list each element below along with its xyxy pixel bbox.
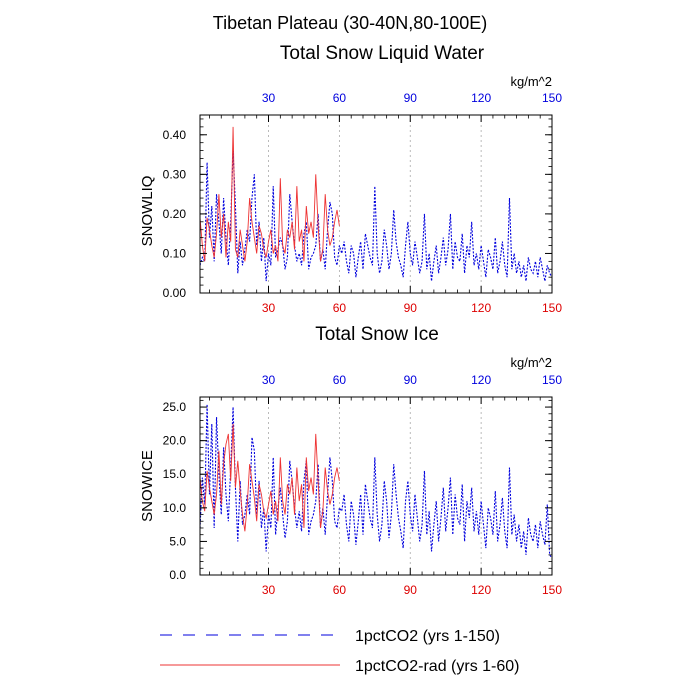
series-line-1pctco2 (199, 150, 553, 282)
x-tick-label: 90 (404, 583, 418, 597)
series-line-1pctco2-rad (199, 423, 340, 532)
x-tick-label-top: 60 (333, 373, 347, 387)
panel-title: Total Snow Liquid Water (280, 43, 485, 64)
y-axis-label: SNOWLIQ (139, 176, 156, 247)
legend: 1pctCO2 (yrs 1-150) 1pctCO2-rad (yrs 1-6… (160, 628, 520, 675)
y-tick-label: 0.10 (163, 246, 187, 260)
legend-label-1pctco2-rad: 1pctCO2-rad (yrs 1-60) (355, 658, 520, 675)
series-line-1pctco2-rad (199, 126, 340, 262)
y-tick-label: 0.30 (163, 167, 187, 181)
y-tick-label: 0.20 (163, 207, 187, 221)
x-tick-label: 90 (404, 301, 418, 315)
y-axis-label: SNOWICE (139, 450, 156, 522)
plot-frame (199, 114, 553, 294)
y-tick-label: 20.0 (163, 434, 187, 448)
x-tick-label: 150 (542, 583, 562, 597)
x-tick-label-top: 150 (542, 373, 562, 387)
x-tick-label-top: 150 (542, 91, 562, 105)
x-tick-label-top: 30 (262, 373, 276, 387)
legend-label-1pctco2: 1pctCO2 (yrs 1-150) (355, 628, 500, 645)
x-tick-label-top: 120 (471, 91, 491, 105)
x-tick-label: 60 (333, 583, 347, 597)
x-tick-label-top: 120 (471, 373, 491, 387)
x-tick-label-top: 90 (404, 91, 418, 105)
x-tick-label: 120 (471, 583, 491, 597)
x-tick-label: 150 (542, 301, 562, 315)
y-tick-label: 25.0 (163, 400, 187, 414)
x-tick-label: 30 (262, 301, 276, 315)
y-tick-label: 0.40 (163, 128, 187, 142)
panel-snowliq: Total Snow Liquid Water kg/m^2 SNOWLIQ 3… (139, 43, 562, 315)
x-tick-label-top: 30 (262, 91, 276, 105)
units-label: kg/m^2 (510, 74, 552, 89)
x-tick-label: 60 (333, 301, 347, 315)
x-tick-label: 120 (471, 301, 491, 315)
x-tick-label-top: 90 (404, 373, 418, 387)
series-line-1pctco2 (199, 404, 553, 559)
panel-title: Total Snow Ice (315, 324, 439, 345)
x-tick-label: 30 (262, 583, 276, 597)
plot-frame (199, 396, 553, 576)
panel-snowice: Total Snow Ice kg/m^2 SNOWICE 30 30 60 60 90… (139, 324, 562, 597)
x-tick-label-top: 60 (333, 91, 347, 105)
units-label: kg/m^2 (510, 355, 552, 370)
figure-supertitle: Tibetan Plateau (30-40N,80-100E) (213, 13, 488, 33)
y-tick-label: 15.0 (163, 467, 187, 481)
y-tick-label: 5.0 (169, 534, 186, 548)
y-tick-label: 0.00 (163, 286, 187, 300)
y-tick-label: 10.0 (163, 501, 187, 515)
y-tick-label: 0.0 (169, 568, 186, 582)
